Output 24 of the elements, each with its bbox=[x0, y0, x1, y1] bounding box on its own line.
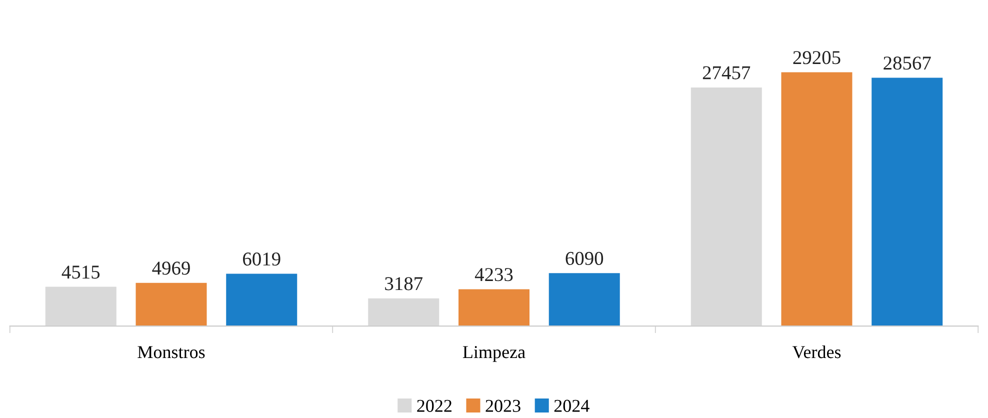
data-label: 4969 bbox=[152, 262, 190, 275]
x-tick-label: Verdes bbox=[792, 345, 841, 358]
x-tick-label: Limpeza bbox=[462, 346, 526, 362]
bar bbox=[781, 72, 852, 326]
x-tick-label: Monstros bbox=[138, 346, 205, 358]
bar bbox=[136, 282, 207, 326]
legend-label: 2023 bbox=[486, 400, 520, 412]
data-label: 27457 bbox=[702, 66, 750, 80]
legend-label: 2022 bbox=[417, 400, 452, 412]
legend-label: 2024 bbox=[554, 400, 590, 412]
bar bbox=[368, 298, 440, 326]
data-label: 6019 bbox=[243, 252, 280, 266]
bar bbox=[690, 87, 762, 326]
data-label: 29205 bbox=[793, 51, 840, 64]
bar bbox=[45, 286, 116, 326]
bar bbox=[226, 274, 298, 326]
bar bbox=[548, 273, 620, 326]
data-label: 28567 bbox=[884, 56, 931, 70]
bar bbox=[872, 78, 943, 326]
data-label: 4233 bbox=[474, 268, 513, 282]
data-label: 6090 bbox=[566, 252, 604, 266]
data-label: 4515 bbox=[62, 266, 100, 279]
data-label: 3187 bbox=[385, 277, 423, 290]
bar bbox=[458, 289, 530, 326]
